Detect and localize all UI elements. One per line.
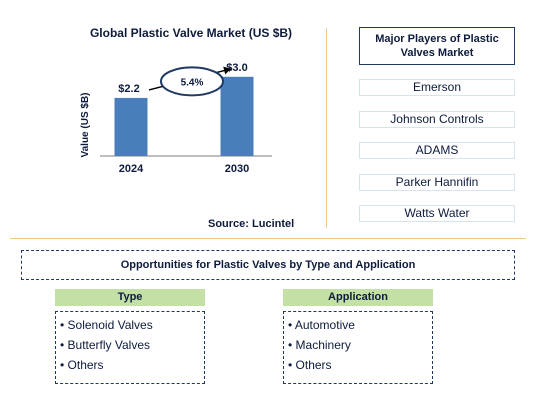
chart-title: Global Plastic Valve Market (US $B): [89, 26, 293, 40]
application-list: • Automotive • Machinery • Others: [283, 311, 433, 384]
list-item: • Others: [288, 358, 332, 372]
opportunities-title: Opportunities for Plastic Valves by Type…: [21, 250, 515, 280]
x-tick-label: 2024: [119, 163, 144, 175]
players-title: Major Players of Plastic Valves Market: [359, 27, 515, 65]
data-label: $2.2: [118, 83, 139, 95]
list-item: • Machinery: [288, 338, 351, 352]
growth-rate-label: 5.4%: [181, 77, 204, 88]
growth-arrow-head: [223, 66, 231, 75]
type-list: • Solenoid Valves • Butterfly Valves • O…: [55, 311, 205, 384]
vertical-divider: [326, 28, 327, 228]
type-header: Type: [55, 289, 205, 306]
data-label: $3.0: [226, 62, 247, 74]
player-item: Watts Water: [359, 205, 515, 222]
list-item: • Solenoid Valves: [60, 318, 153, 332]
player-item: Parker Hannifin: [359, 174, 515, 191]
x-tick-label: 2030: [225, 163, 249, 175]
application-header: Application: [283, 289, 433, 306]
list-item: • Others: [60, 358, 104, 372]
player-item: Johnson Controls: [359, 111, 515, 128]
growth-ellipse: [160, 66, 224, 97]
horizontal-divider: [10, 238, 526, 239]
source-label: Source: Lucintel: [208, 218, 295, 230]
player-item: Emerson: [359, 79, 515, 96]
player-item: ADAMS: [359, 142, 515, 159]
y-axis-label: Value (US $B): [80, 92, 91, 157]
bar: [220, 76, 254, 156]
list-item: • Butterfly Valves: [60, 338, 151, 352]
bar: [114, 97, 148, 156]
list-item: • Automotive: [288, 318, 355, 332]
bar-chart: $2.2 2024 $3.0 2030 Value (US $B) 5.4%: [80, 62, 272, 175]
